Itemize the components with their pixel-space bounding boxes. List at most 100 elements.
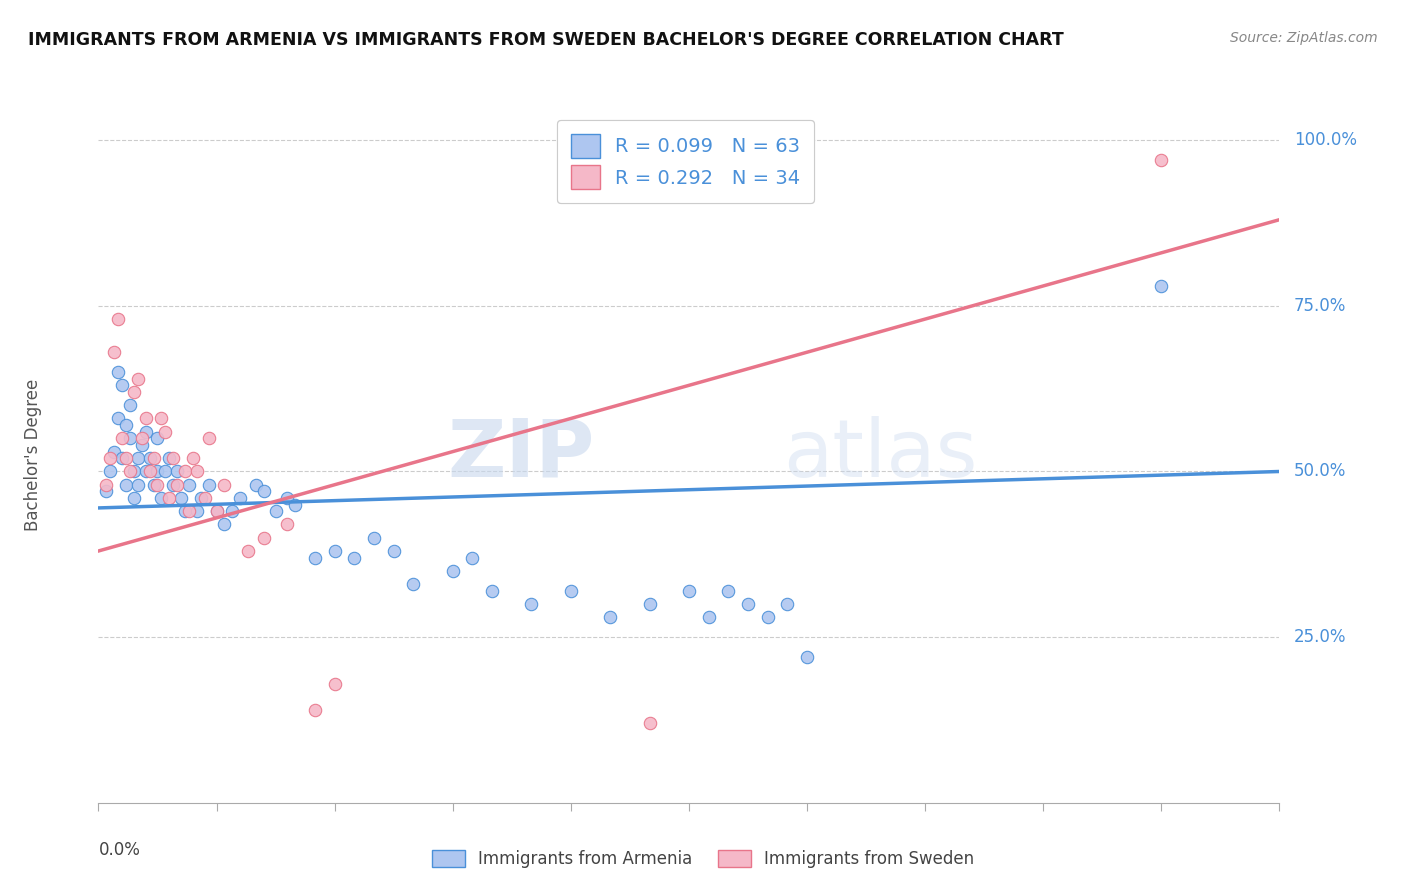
Point — [678, 583, 700, 598]
Point — [253, 531, 276, 545]
Point — [115, 418, 138, 433]
Point — [697, 610, 720, 624]
Text: 50.0%: 50.0% — [1294, 462, 1346, 481]
Point — [461, 550, 484, 565]
Point — [98, 465, 121, 479]
Text: Bachelor's Degree: Bachelor's Degree — [24, 379, 42, 531]
Point — [162, 477, 184, 491]
Point — [150, 411, 173, 425]
Point — [142, 451, 165, 466]
Point — [276, 491, 298, 505]
Point — [150, 491, 173, 505]
Point — [142, 477, 165, 491]
Point — [186, 465, 208, 479]
Point — [264, 504, 287, 518]
Point — [276, 517, 298, 532]
Text: 75.0%: 75.0% — [1294, 297, 1346, 315]
Point — [96, 477, 118, 491]
Point — [177, 477, 200, 491]
Point — [103, 444, 125, 458]
Point — [245, 477, 267, 491]
Text: 0.0%: 0.0% — [98, 841, 141, 859]
Point — [174, 504, 197, 518]
Point — [441, 564, 464, 578]
Point — [138, 465, 160, 479]
Point — [1150, 153, 1173, 167]
Point — [155, 465, 177, 479]
Text: Source: ZipAtlas.com: Source: ZipAtlas.com — [1230, 31, 1378, 45]
Point — [115, 451, 138, 466]
Point — [756, 610, 779, 624]
Point — [776, 597, 799, 611]
Point — [122, 491, 145, 505]
Point — [111, 451, 134, 466]
Point — [236, 544, 259, 558]
Point — [214, 517, 236, 532]
Text: 100.0%: 100.0% — [1294, 131, 1357, 149]
Point — [304, 703, 326, 717]
Point — [107, 312, 129, 326]
Point — [229, 491, 252, 505]
Point — [343, 550, 366, 565]
Point — [127, 372, 149, 386]
Point — [98, 451, 121, 466]
Point — [174, 465, 197, 479]
Point — [382, 544, 405, 558]
Text: 25.0%: 25.0% — [1294, 628, 1346, 646]
Point — [127, 477, 149, 491]
Point — [170, 491, 193, 505]
Point — [363, 531, 385, 545]
Point — [197, 431, 219, 445]
Point — [135, 425, 157, 439]
Text: IMMIGRANTS FROM ARMENIA VS IMMIGRANTS FROM SWEDEN BACHELOR'S DEGREE CORRELATION : IMMIGRANTS FROM ARMENIA VS IMMIGRANTS FR… — [28, 31, 1064, 49]
Point — [796, 650, 818, 665]
Point — [197, 477, 219, 491]
Point — [177, 504, 200, 518]
Point — [122, 384, 145, 399]
Point — [323, 544, 346, 558]
Point — [304, 550, 326, 565]
Point — [194, 491, 217, 505]
Point — [131, 431, 153, 445]
Point — [186, 504, 208, 518]
Point — [146, 465, 169, 479]
Point — [323, 676, 346, 690]
Point — [118, 431, 141, 445]
Point — [166, 477, 188, 491]
Point — [560, 583, 582, 598]
Point — [205, 504, 228, 518]
Point — [111, 431, 134, 445]
Point — [214, 477, 236, 491]
Point — [111, 378, 134, 392]
Point — [135, 411, 157, 425]
Point — [118, 465, 141, 479]
Point — [131, 438, 153, 452]
Point — [122, 465, 145, 479]
Point — [118, 398, 141, 412]
Point — [103, 345, 125, 359]
Point — [520, 597, 543, 611]
Point — [205, 504, 228, 518]
Point — [1150, 279, 1173, 293]
Point — [166, 465, 188, 479]
Point — [737, 597, 759, 611]
Point — [107, 365, 129, 379]
Point — [221, 504, 243, 518]
Point — [138, 451, 160, 466]
Point — [155, 425, 177, 439]
Point — [284, 498, 307, 512]
Point — [638, 716, 661, 731]
Point — [146, 431, 169, 445]
Point — [599, 610, 621, 624]
Point — [127, 451, 149, 466]
Point — [135, 465, 157, 479]
Point — [157, 491, 180, 505]
Text: atlas: atlas — [783, 416, 977, 494]
Point — [190, 491, 212, 505]
Point — [146, 477, 169, 491]
Point — [115, 477, 138, 491]
Point — [107, 411, 129, 425]
Point — [717, 583, 740, 598]
Legend: Immigrants from Armenia, Immigrants from Sweden: Immigrants from Armenia, Immigrants from… — [425, 843, 981, 875]
Point — [253, 484, 276, 499]
